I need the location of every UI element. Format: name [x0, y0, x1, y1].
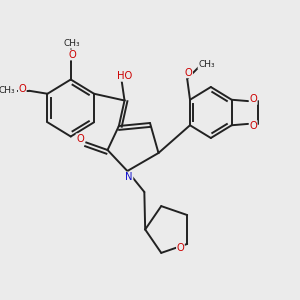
- Text: O: O: [185, 68, 193, 78]
- Text: N: N: [125, 172, 133, 182]
- Text: CH₃: CH₃: [0, 86, 15, 95]
- Text: O: O: [249, 121, 257, 131]
- Text: O: O: [249, 94, 257, 104]
- Text: CH₃: CH₃: [64, 39, 80, 48]
- Text: O: O: [68, 50, 76, 60]
- Text: O: O: [76, 134, 84, 144]
- Text: O: O: [18, 84, 26, 94]
- Text: HO: HO: [118, 71, 133, 81]
- Text: O: O: [176, 243, 184, 254]
- Text: CH₃: CH₃: [198, 60, 215, 69]
